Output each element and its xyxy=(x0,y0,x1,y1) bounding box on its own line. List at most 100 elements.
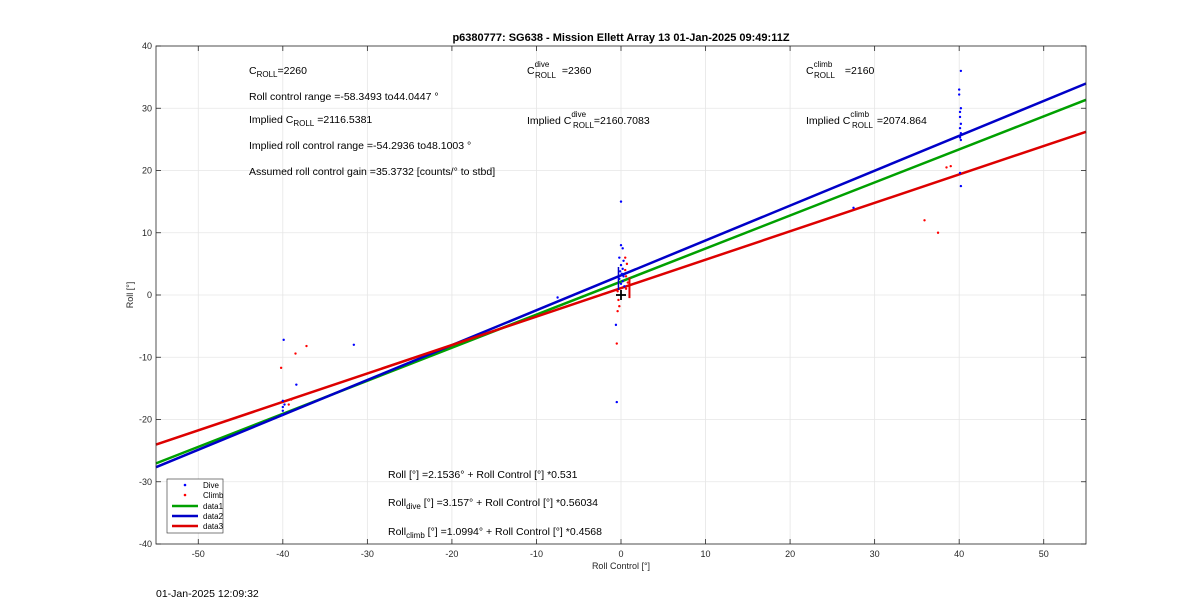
dive-point xyxy=(620,272,624,276)
legend-label-data3: data3 xyxy=(203,522,224,531)
climb-point xyxy=(279,366,283,370)
dive-point xyxy=(959,122,963,126)
dive-point xyxy=(621,267,624,271)
climb-point xyxy=(625,262,629,266)
dive-point xyxy=(959,107,963,110)
y-tick-label: 10 xyxy=(142,228,152,238)
implied-c-roll-annotation: Implied CROLL =2116.5381 xyxy=(249,114,372,128)
y-tick-label: 0 xyxy=(147,290,152,300)
x-axis-label: Roll Control [°] xyxy=(592,561,650,571)
legend-label-data1: data1 xyxy=(203,502,224,511)
roll-range-annotation: Roll control range =-58.3493 to44.0447 ° xyxy=(249,91,439,103)
dive-point xyxy=(280,413,284,417)
dive-point xyxy=(622,259,625,262)
dive-point xyxy=(958,171,962,175)
implied-dive-prefix: Implied C xyxy=(527,115,572,127)
implied-dive-sup: dive xyxy=(571,110,586,119)
dive-point xyxy=(295,383,298,386)
y-tick-label: 40 xyxy=(142,41,152,51)
dive-point xyxy=(618,277,621,281)
implied-c-climb-annotation: Implied Cclimb ROLL =2074.864 xyxy=(806,110,927,130)
dive-point xyxy=(959,69,963,73)
dive-point xyxy=(614,323,618,327)
x-tick-label: 10 xyxy=(701,549,711,559)
chart-title: p6380777: SG638 - Mission Ellett Array 1… xyxy=(452,32,789,44)
legend: Dive Climb data1 data2 data3 xyxy=(166,478,224,534)
y-tick-label: -30 xyxy=(139,477,152,487)
legend-label-data2: data2 xyxy=(203,512,224,521)
x-tick-label: -10 xyxy=(530,549,543,559)
x-tick-label: -30 xyxy=(361,549,374,559)
c-dive-annotation: Cdive ROLL =2360 xyxy=(527,60,592,80)
dive-point xyxy=(959,138,963,142)
eq-climb-rest: [°] =1.0994° + Roll Control [°] *0.4568 xyxy=(425,526,602,538)
dive-point xyxy=(619,282,623,285)
implied-climb-sup: climb xyxy=(850,110,869,119)
c-dive-base: C xyxy=(527,65,535,77)
dive-point xyxy=(352,343,356,346)
x-tick-label: -50 xyxy=(192,549,205,559)
climb-point xyxy=(615,342,618,345)
dive-point xyxy=(852,206,855,210)
c-roll-value: =2260 xyxy=(278,65,308,77)
climb-point xyxy=(949,164,952,168)
y-tick-label: 30 xyxy=(142,103,152,113)
dive-point xyxy=(619,263,623,267)
x-tick-label: 20 xyxy=(785,549,795,559)
dive-point xyxy=(958,126,962,130)
dive-point xyxy=(621,247,624,250)
eq-dive-base: Roll xyxy=(388,497,406,509)
dive-point xyxy=(281,409,285,412)
origin-marker xyxy=(616,290,626,300)
fit-lines xyxy=(155,82,1087,469)
eq-dive-sub: dive xyxy=(406,502,421,511)
dive-point xyxy=(282,338,285,342)
y-tick-label: -40 xyxy=(139,539,152,549)
y-tick-label: -20 xyxy=(139,415,152,425)
dive-point xyxy=(283,403,286,406)
dive-point xyxy=(959,131,963,135)
legend-label-dive: Dive xyxy=(203,481,220,490)
implied-dive-sub: ROLL xyxy=(573,121,594,130)
dive-point xyxy=(619,200,623,203)
gain-annotation: Assumed roll control gain =35.3732 [coun… xyxy=(249,166,495,178)
c-climb-annotation: Cclimb ROLL =2160 xyxy=(806,60,875,80)
fit-line-data2 xyxy=(155,82,1087,469)
timestamp-footer: 01-Jan-2025 12:09:32 xyxy=(156,588,259,600)
c-dive-sup: dive xyxy=(535,60,550,69)
climb-point xyxy=(936,231,940,234)
c-dive-value: =2360 xyxy=(562,65,592,77)
climb-point xyxy=(290,398,293,401)
climb-point xyxy=(287,403,290,406)
c-climb-sub: ROLL xyxy=(814,71,835,80)
climb-point xyxy=(923,219,926,222)
c-climb-value: =2160 xyxy=(845,65,875,77)
implied-prefix: Implied C xyxy=(249,114,294,126)
climb-point xyxy=(624,256,627,259)
dive-point xyxy=(618,256,621,259)
climb-point xyxy=(617,298,620,302)
dive-point xyxy=(615,400,618,404)
climb-point xyxy=(616,309,619,313)
x-tick-label: 0 xyxy=(618,549,623,559)
eq-climb-sub: climb xyxy=(406,531,425,540)
implied-range-annotation: Implied roll control range =-54.2936 to4… xyxy=(249,140,471,152)
climb-point xyxy=(618,305,621,308)
climb-point xyxy=(624,268,627,272)
x-tick-label: 50 xyxy=(1039,549,1049,559)
implied-c-dive-annotation: Implied Cdive ROLL=2160.7083 xyxy=(527,110,650,130)
dive-point xyxy=(958,110,962,114)
eq-dive-rest: [°] =3.157° + Roll Control [°] *0.56034 xyxy=(421,497,598,509)
climb-point xyxy=(624,287,628,290)
dive-point xyxy=(556,296,559,299)
climb-point xyxy=(616,290,619,293)
eq-dive: Rolldive [°] =3.157° + Roll Control [°] … xyxy=(388,497,598,511)
implied-climb-sub: ROLL xyxy=(852,121,873,130)
dive-point xyxy=(959,184,963,188)
x-tick-label: 40 xyxy=(954,549,964,559)
c-roll-annotation: CROLL=2260 xyxy=(249,65,307,79)
eq-all: Roll [°] =2.1536° + Roll Control [°] *0.… xyxy=(388,469,578,481)
dive-point xyxy=(619,244,623,247)
y-axis-label: Roll [°] xyxy=(125,282,135,309)
